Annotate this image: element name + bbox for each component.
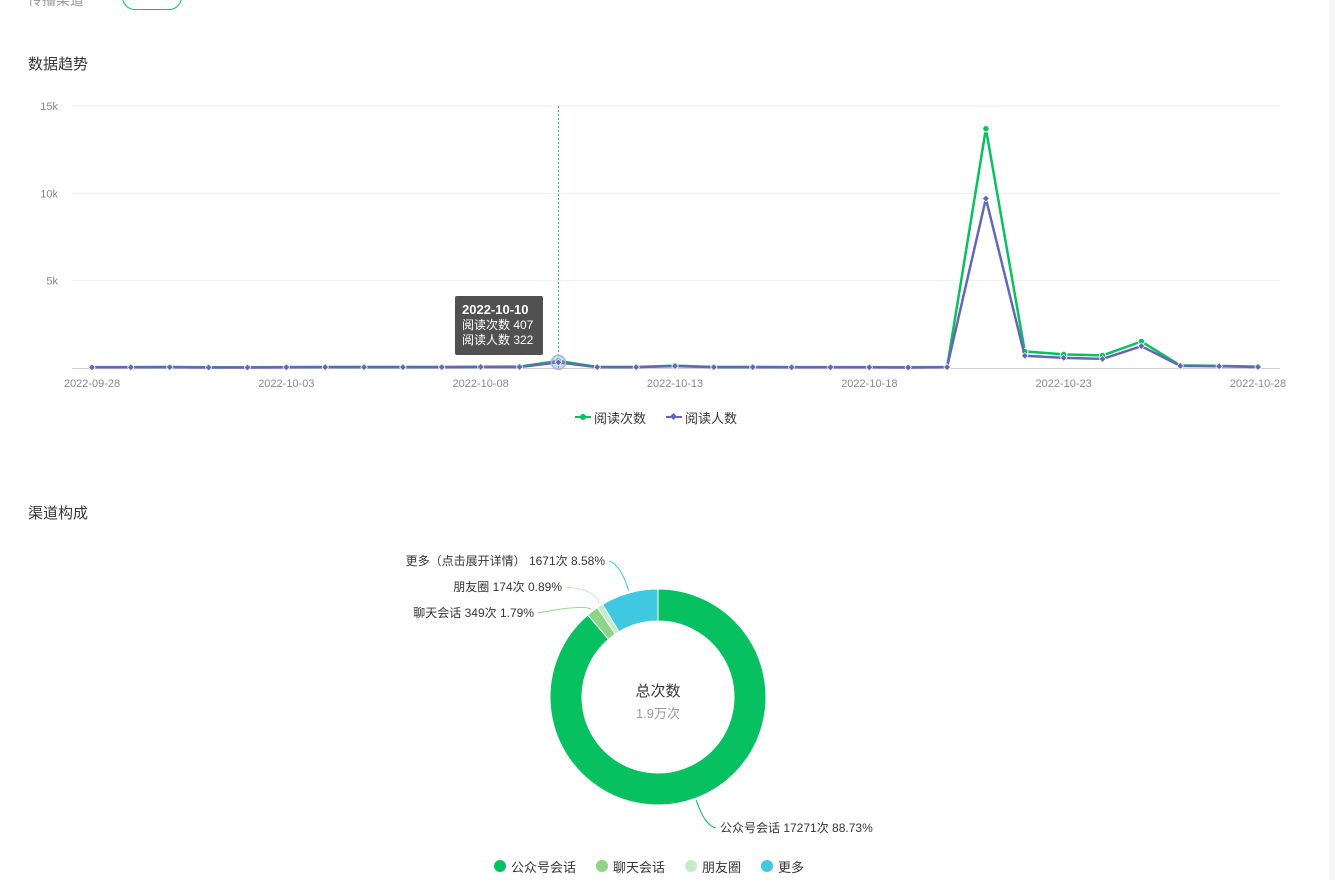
- series-point[interactable]: [865, 363, 874, 372]
- donut-center-value: 1.9万次: [636, 706, 680, 721]
- slice-leader-line: [565, 586, 600, 605]
- channel-filter-label: 传播渠道: [28, 0, 84, 8]
- legend-swatch: [494, 860, 506, 872]
- legend-swatch: [575, 412, 591, 422]
- series-point[interactable]: [515, 363, 524, 371]
- trend-line-chart: 5k 10k 15k 2022-09-28 2022-10-03 2022-10-08 2…: [40, 101, 1286, 390]
- series-point[interactable]: [1059, 354, 1068, 362]
- channel-filter-row: 传播渠道: [0, 0, 1335, 14]
- legend-item[interactable]: 阅读人数: [666, 408, 737, 427]
- series-point[interactable]: [982, 125, 990, 133]
- slice-leader-line: [608, 560, 630, 592]
- donut-slice[interactable]: [601, 588, 659, 633]
- legend-swatch: [685, 860, 698, 872]
- legend-swatch: [761, 860, 774, 872]
- y-tick-label: 10k: [40, 188, 58, 200]
- channel-section-title: 渠道构成: [28, 505, 89, 522]
- series-point[interactable]: [554, 358, 563, 367]
- series-point[interactable]: [748, 363, 757, 371]
- series-point[interactable]: [88, 363, 96, 372]
- legend-label: 朋友圈: [702, 859, 742, 875]
- series-point[interactable]: [1098, 355, 1107, 363]
- x-tick-label: 2022-10-18: [841, 378, 897, 390]
- series-point[interactable]: [826, 363, 835, 372]
- series-point[interactable]: [204, 363, 213, 372]
- legend-item[interactable]: 聊天会话: [596, 857, 665, 876]
- series-point[interactable]: [671, 362, 679, 370]
- series-point[interactable]: [787, 363, 796, 372]
- y-tick-label: 5k: [46, 276, 58, 288]
- trend-section-title: 数据趋势: [28, 56, 89, 73]
- legend-label: 聊天会话: [613, 859, 666, 875]
- tooltip-date: 2022-10-10: [462, 302, 529, 317]
- series-point[interactable]: [165, 363, 174, 371]
- legend-label: 更多: [778, 859, 805, 875]
- trend-legend: 阅读次数 阅读人数: [575, 408, 737, 426]
- series-point[interactable]: [1215, 362, 1223, 371]
- x-tick-label: 2022-10-03: [258, 378, 314, 390]
- y-tick-label: 15k: [40, 101, 58, 113]
- slice-label: 朋友圈 174次 0.89%: [453, 580, 562, 594]
- x-tick-label: 2022-10-13: [647, 378, 703, 390]
- series-point[interactable]: [1020, 351, 1029, 360]
- tooltip-reads: 阅读次数 407: [462, 318, 534, 332]
- tooltip-readers: 阅读人数 322: [462, 333, 534, 347]
- series-point[interactable]: [437, 363, 446, 371]
- slice-label: 聊天会话 349次 1.79%: [413, 606, 534, 620]
- series-point[interactable]: [982, 194, 990, 203]
- donut-center-title: 总次数: [635, 683, 680, 700]
- x-tick-label: 2022-09-28: [64, 378, 120, 390]
- series-point[interactable]: [1254, 363, 1262, 371]
- series-point[interactable]: [476, 363, 485, 371]
- legend-label: 阅读次数: [594, 410, 647, 426]
- scrollbar-track[interactable]: [1329, 0, 1335, 880]
- series-point[interactable]: [593, 363, 602, 371]
- series-point[interactable]: [243, 363, 252, 372]
- legend-item[interactable]: 朋友圈: [685, 857, 741, 876]
- x-tick-label: 2022-10-28: [1230, 378, 1286, 390]
- legend-item[interactable]: 更多: [761, 857, 804, 876]
- x-tick-label: 2022-10-08: [453, 378, 509, 390]
- series-point[interactable]: [127, 363, 135, 372]
- legend-swatch: [666, 412, 683, 422]
- donut-slice[interactable]: [549, 588, 767, 806]
- legend-item[interactable]: 阅读次数: [575, 408, 646, 427]
- trend-tooltip: 2022-10-10 阅读次数 407 阅读人数 322: [455, 296, 543, 355]
- series-point[interactable]: [321, 363, 330, 371]
- channel-legend: 公众号会话 聊天会话 朋友圈 更多: [494, 856, 804, 876]
- series-point[interactable]: [282, 363, 291, 372]
- slice-leader-line: [537, 606, 592, 614]
- slice-label: 公众号会话 17271次 88.73%: [720, 821, 873, 835]
- legend-item[interactable]: 公众号会话: [494, 857, 576, 876]
- series-point[interactable]: [904, 363, 913, 372]
- x-tick-label: 2022-10-23: [1036, 378, 1092, 390]
- series-point[interactable]: [399, 363, 407, 371]
- legend-swatch: [596, 860, 609, 872]
- series-point[interactable]: [710, 363, 718, 371]
- series-point[interactable]: [632, 363, 640, 371]
- series-point[interactable]: [943, 363, 951, 371]
- legend-label: 阅读人数: [685, 410, 738, 426]
- series-point[interactable]: [1137, 342, 1146, 350]
- series-point[interactable]: [1176, 362, 1185, 370]
- series-point[interactable]: [360, 363, 368, 371]
- slice-leader-line: [695, 800, 717, 829]
- slice-label: 更多（点击展开详情） 1671次 8.58%: [406, 553, 606, 568]
- legend-label: 公众号会话: [511, 859, 577, 875]
